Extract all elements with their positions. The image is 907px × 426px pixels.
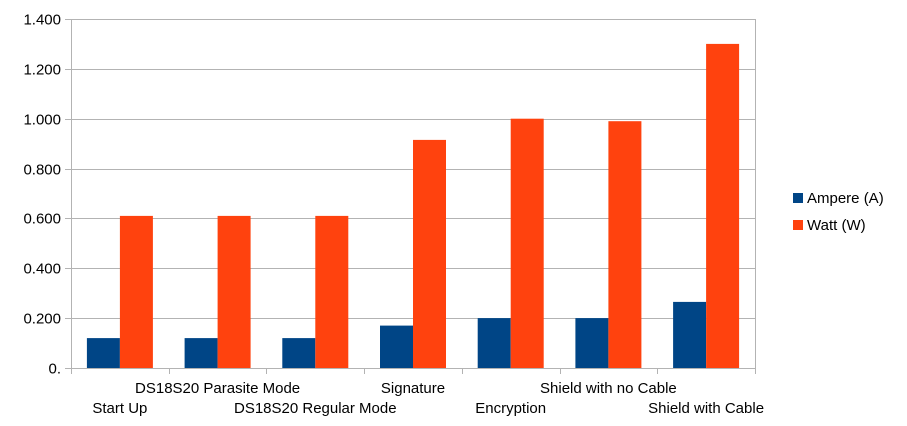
x-category-label: Shield with Cable [648, 400, 764, 417]
bar-ampere-6 [673, 301, 707, 368]
x-axis-labels: Start Up DS18S20 Parasite Mode DS18S20 Reg… [92, 380, 764, 417]
x-category-label: Start Up [92, 400, 147, 417]
y-tick-label: 0.600 [23, 211, 61, 228]
gridlines [65, 19, 755, 369]
bar-ampere-2 [282, 338, 316, 368]
y-tick-label: 0.800 [23, 162, 61, 179]
bar-watt-1 [217, 215, 251, 368]
y-axis-ticks: 0. 0.200 0.400 0.600 0.800 1.000 1.200 1.400 [23, 12, 61, 378]
legend-label-watt: Watt (W) [807, 217, 866, 234]
bar-watt-6 [706, 43, 740, 369]
y-tick-label: 1.000 [23, 112, 61, 129]
x-category-label: DS18S20 Regular Mode [234, 400, 397, 417]
x-category-label: Encryption [475, 400, 546, 417]
bar-ampere-4 [477, 318, 511, 368]
bar-watt-5 [608, 121, 642, 368]
legend-swatch-watt [793, 220, 803, 230]
bar-watt-4 [510, 118, 544, 368]
bar-ampere-0 [86, 338, 120, 368]
y-tick-label: 0.200 [23, 311, 61, 328]
legend-swatch-ampere [793, 193, 803, 203]
bar-watt-0 [119, 215, 153, 368]
legend: Ampere (A) Watt (W) [793, 190, 884, 234]
bar-ampere-3 [380, 325, 413, 368]
y-tick-label: 1.400 [23, 12, 61, 29]
axes [71, 19, 756, 374]
bars [86, 43, 740, 369]
x-category-label: Shield with no Cable [540, 380, 677, 397]
y-tick-label: 1.200 [23, 62, 61, 79]
y-tick-label: 0.400 [23, 261, 61, 278]
bar-watt-3 [413, 139, 446, 368]
x-category-label: DS18S20 Parasite Mode [135, 380, 300, 397]
y-tick-label: 0. [48, 361, 61, 378]
bar-watt-2 [315, 215, 349, 368]
x-category-label: Signature [381, 380, 445, 397]
legend-label-ampere: Ampere (A) [807, 190, 884, 207]
bar-ampere-5 [575, 318, 609, 368]
bar-ampere-1 [184, 338, 218, 368]
